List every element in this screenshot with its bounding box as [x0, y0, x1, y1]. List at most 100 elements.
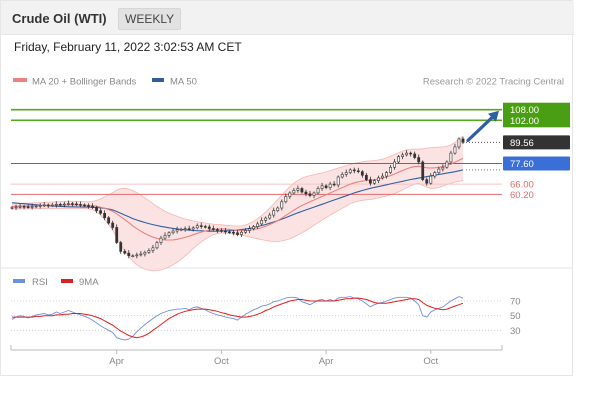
rsi-line	[11, 296, 464, 341]
candle-body	[417, 157, 421, 163]
support-level-label: 77.60	[510, 159, 534, 170]
candle-body	[79, 204, 82, 206]
candle-body	[228, 231, 231, 234]
candle-body	[119, 242, 123, 252]
candle-body	[316, 188, 320, 194]
candle-body	[123, 251, 127, 254]
candle-body	[268, 214, 272, 219]
candle-body	[232, 231, 235, 234]
candle-body	[42, 204, 46, 207]
candle-body	[34, 205, 38, 208]
candle-body	[163, 235, 167, 239]
candle-body	[30, 206, 34, 208]
candle-body	[139, 253, 143, 256]
candle-body	[18, 206, 22, 208]
x-axis-tick-label: Oct	[214, 356, 229, 367]
legend-label-ma50: MA 50	[170, 77, 197, 88]
x-axis-tick-label: Oct	[423, 356, 438, 367]
candle-body	[91, 205, 94, 208]
projection-arrow-shaft	[466, 114, 496, 142]
candle-body	[276, 207, 280, 211]
chart-card: Crude Oil (WTI) WEEKLY Friday, February …	[0, 0, 574, 376]
candle-body	[393, 161, 396, 168]
candle-body	[264, 217, 268, 221]
projection-arrow-head	[488, 110, 499, 122]
candle-body	[46, 204, 50, 207]
legend-label-rsi: RSI	[32, 277, 48, 288]
rsi-tick-label: 30	[510, 326, 521, 337]
candle-body	[203, 226, 207, 228]
candle-body	[155, 242, 159, 249]
candle-body	[215, 229, 219, 231]
candle-body	[280, 201, 284, 209]
candle-body	[187, 228, 191, 230]
instrument-title: Crude Oil (WTI)	[12, 11, 107, 26]
candle-body	[425, 179, 429, 184]
target-levels-box	[503, 102, 570, 128]
candle-body	[175, 229, 179, 232]
candle-body	[62, 203, 66, 206]
rsi-tick-label: 70	[510, 297, 521, 308]
legend-swatch-bollinger	[13, 78, 27, 82]
candle-body	[352, 169, 356, 172]
candle-body	[115, 227, 119, 243]
legend-swatch-rsi	[13, 279, 25, 283]
candle-body	[457, 138, 461, 148]
legend-label-rsi-ma: 9MA	[79, 277, 99, 288]
candle-body	[296, 188, 300, 191]
target-level-label: 102.00	[510, 116, 539, 127]
candle-body	[58, 203, 62, 206]
candle-body	[308, 193, 312, 196]
period-badge[interactable]: WEEKLY	[118, 8, 182, 30]
candle-body	[421, 161, 425, 180]
candle-body	[14, 206, 18, 209]
candle-body	[409, 152, 413, 155]
candle-body	[312, 192, 316, 196]
candle-body	[260, 220, 264, 225]
support-level-label-bg	[503, 156, 570, 171]
candle-body	[332, 183, 336, 186]
candle-body	[336, 176, 340, 186]
candle-body	[377, 177, 380, 181]
candle-body	[304, 191, 308, 195]
candle-body	[183, 228, 187, 230]
candle-body	[195, 225, 199, 229]
candle-body	[385, 172, 388, 177]
candle-body	[401, 154, 405, 157]
x-axis-tick-label: Apr	[109, 356, 124, 367]
candle-body	[381, 175, 384, 179]
candle-body	[389, 166, 392, 173]
candle-body	[171, 230, 175, 234]
candle-body	[95, 207, 98, 211]
last-price-label-bg	[503, 135, 570, 150]
candle-body	[437, 168, 441, 173]
candle-body	[413, 153, 417, 158]
x-axis-tick-label: Apr	[319, 356, 334, 367]
target-level-label: 108.00	[510, 105, 539, 116]
candle-body	[373, 180, 376, 184]
candle-body	[50, 204, 54, 207]
candle-body	[328, 183, 332, 188]
candle-body	[26, 206, 30, 208]
candle-body	[248, 228, 251, 231]
candle-body	[429, 175, 433, 184]
candle-body	[66, 203, 70, 205]
candle-body	[10, 207, 14, 209]
candle-body	[207, 226, 211, 229]
candle-body	[360, 171, 364, 176]
candle-body	[236, 232, 239, 235]
credit-text: Research © 2022 Tracing Central	[423, 77, 564, 88]
candle-body	[453, 146, 457, 154]
candle-body	[22, 206, 26, 208]
candle-body	[240, 231, 243, 235]
legend-swatch-ma50	[152, 78, 164, 82]
candle-body	[191, 227, 195, 230]
candle-body	[199, 225, 203, 227]
candle-body	[256, 223, 260, 227]
candle-body	[220, 230, 223, 232]
candle-body	[364, 174, 368, 180]
candle-body	[151, 247, 155, 251]
timestamp: Friday, February 11, 2022 3:02:53 AM CET	[14, 40, 242, 54]
candle-body	[445, 161, 449, 168]
